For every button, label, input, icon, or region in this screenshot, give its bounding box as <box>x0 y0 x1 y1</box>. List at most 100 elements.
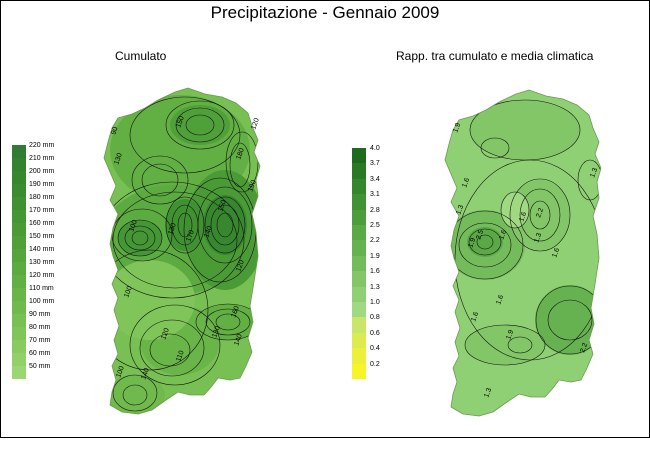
legend-left-label: 180 mm <box>29 194 55 201</box>
contour-labels-left: 90 150 130 120 180 190 100 170 150 130 140 120 100 16… <box>110 115 261 380</box>
left-contour-label: 120 <box>160 327 171 340</box>
legend-right-swatch <box>352 348 366 364</box>
legend-right-swatch <box>352 240 366 256</box>
left-contour-label: 150 <box>175 115 186 128</box>
legend-left-swatch <box>12 145 26 158</box>
legend-left-swatch <box>12 288 26 301</box>
left-contour-label: 180 <box>235 147 246 160</box>
legend-right-label: 2.5 <box>370 222 380 229</box>
legend-left-swatch <box>12 314 26 327</box>
legend-right-swatch <box>352 178 366 195</box>
legend-right-label: 1.0 <box>370 299 380 306</box>
legend-left-label: 140 mm <box>29 246 55 253</box>
legend-left-label: 210 mm <box>29 155 55 162</box>
right-contour-label: 1.3 <box>455 204 465 216</box>
right-contour-label: 1.6 <box>495 294 505 306</box>
legend-right-label: 0.8 <box>370 314 380 322</box>
figure-title: Precipitazione - Gennaio 2009 <box>210 3 440 22</box>
right-contour-label: 2.2 <box>579 342 589 354</box>
legend-left-label: 80 mm <box>29 324 51 331</box>
left-contour-label: 110 <box>175 350 185 363</box>
legend-right-label: 1.3 <box>370 283 380 291</box>
right-contour-label: 1.6 <box>461 177 471 189</box>
left-contour-label: 140 <box>203 225 214 238</box>
right-contour-label: 1.3 <box>533 232 543 244</box>
right-contour-label: 1.9 <box>467 237 477 249</box>
legend-right-swatch <box>352 271 366 287</box>
left-contour-label: 120 <box>235 259 246 272</box>
contour-labels-right: 1.9 1.6 1.3 1.6 1.9 2.2 1.6 1.3 2.5 1.6 1.9 1.6 1.3 2… <box>452 122 599 399</box>
left-contour-label: 90 <box>110 126 119 136</box>
legend-left-label: 60 mm <box>29 350 51 357</box>
legend-right-label: 0.4 <box>370 345 380 353</box>
legend-left-swatch <box>12 301 26 314</box>
cumulative-precipitation-legend: 220 mm 210 mm 200 mm 190 mm 180 mm 170 mm 160 … <box>12 142 72 380</box>
right-contour-label: 1.6 <box>470 311 480 323</box>
legend-left-swatch <box>12 184 26 197</box>
legend-right-swatch <box>352 163 366 179</box>
left-contour-label: 100 <box>128 219 139 232</box>
legend-right-label: 3.7 <box>370 160 380 168</box>
right-contour-label: 2.2 <box>535 207 545 219</box>
legend-left-swatch <box>12 275 26 288</box>
legend-left-swatch <box>12 223 26 236</box>
legend-right-swatch <box>352 363 366 379</box>
legend-left-swatch <box>12 158 26 171</box>
legend-left-swatch <box>12 171 26 184</box>
left-contour-label: 140 <box>233 333 244 346</box>
legend-right-swatch <box>352 209 366 225</box>
left-contour-label: 100 <box>115 365 126 378</box>
legend-right-label: 1.6 <box>370 268 380 276</box>
legend-left-label: 160 mm <box>29 220 55 227</box>
legend-right-swatch <box>352 255 366 272</box>
right-contour-label: 2.5 <box>475 229 485 241</box>
legend-right-label: 1.9 <box>370 252 380 260</box>
right-contour-label: 1.9 <box>452 122 462 134</box>
left-contour-label: 150 <box>217 199 228 212</box>
legend-right-label: 4.0 <box>370 145 380 152</box>
legend-left-label: 120 mm <box>29 272 55 279</box>
legend-left-swatch <box>12 236 26 249</box>
legend-right-label: 3.1 <box>370 191 380 199</box>
right-contour-label: 1.3 <box>589 167 599 179</box>
legend-right-swatch <box>352 225 366 241</box>
legend-right-label: 2.8 <box>370 206 380 214</box>
cumulative-precipitation-map: 90 150 130 120 180 190 100 170 150 130 140 120 100 16… <box>103 87 261 415</box>
legend-left-label: 220 mm <box>29 142 55 149</box>
legend-left-swatch <box>12 262 26 275</box>
left-panel-subtitle: Cumulato <box>115 49 167 63</box>
right-panel-subtitle: Rapp. tra cumulato e media climatica <box>396 49 594 63</box>
legend-right-label: 2.2 <box>370 237 380 245</box>
left-contour-label: 100 <box>123 285 134 298</box>
legend-right-swatch <box>352 302 366 318</box>
legend-left-label: 190 mm <box>29 181 55 188</box>
left-contour-label: 130 <box>211 325 222 338</box>
left-contour-label: 140 <box>140 367 151 380</box>
legend-left-swatch <box>12 197 26 210</box>
legend-left-swatch <box>12 249 26 262</box>
legend-right-label: 0.2 <box>370 360 380 368</box>
legend-left-label: 50 mm <box>29 363 51 370</box>
right-contour-label: 1.6 <box>498 229 508 241</box>
right-contour-label: 1.6 <box>551 247 561 259</box>
legend-left-label: 130 mm <box>29 259 55 266</box>
left-contour-label: 130 <box>113 152 124 165</box>
left-contour-label: 160 <box>230 305 241 318</box>
left-contour-label: 120 <box>250 117 261 130</box>
ratio-zones-right <box>445 100 601 365</box>
legend-left-label: 200 mm <box>29 168 55 175</box>
legend-right-label: 3.4 <box>370 175 380 183</box>
legend-right-swatch <box>352 148 366 164</box>
legend-left-label: 100 mm <box>29 298 55 305</box>
legend-right-swatch <box>352 317 366 333</box>
left-contour-label: 190 <box>247 179 258 192</box>
ratio-map: 1.9 1.6 1.3 1.6 1.9 2.2 1.6 1.3 2.5 1.6 1.9 1.6 1.3 2… <box>444 89 602 417</box>
right-contour-label: 1.9 <box>505 329 515 341</box>
legend-right-swatch <box>352 332 366 349</box>
legend-left-swatch <box>12 353 26 366</box>
legend-left-label: 150 mm <box>29 233 55 240</box>
ratio-legend: 4.0 3.7 3.4 3.1 2.8 2.5 2.2 1.9 1.6 1.3 1.0 0.8 0.6 0… <box>352 145 402 380</box>
legend-left-swatch <box>12 327 26 340</box>
left-contour-label: 130 <box>167 222 178 235</box>
